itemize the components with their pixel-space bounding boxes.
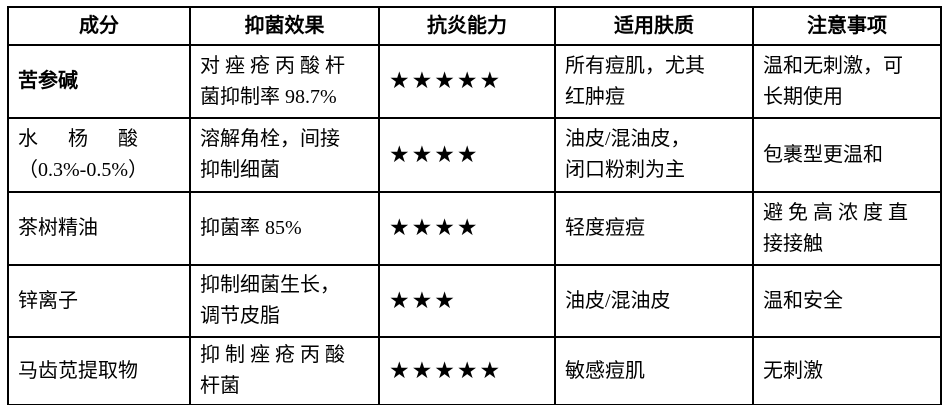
header-ingredient: 成分 bbox=[7, 6, 191, 46]
cell-rating-stars: ★★★ bbox=[378, 264, 556, 338]
cell-ingredient: 马齿苋提取物 bbox=[7, 336, 191, 405]
cell-skin-type: 油皮/混油皮 bbox=[554, 264, 754, 338]
cell-effect: 抑 制 痤 疮 丙 酸杆菌 bbox=[189, 336, 380, 405]
cell-notes: 避 免 高 浓 度 直接接触 bbox=[752, 191, 942, 266]
cell-effect: 抑制细菌生长， 调节皮脂 bbox=[189, 264, 380, 338]
header-skin-type: 适用肤质 bbox=[554, 6, 754, 46]
cell-rating-stars: ★★★★ bbox=[378, 191, 556, 266]
header-notes: 注意事项 bbox=[752, 6, 942, 46]
table-row-kushen-alkaloid: 苦参碱 对 痤 疮 丙 酸 杆菌抑制率 98.7% ★★★★★ 所有痘肌，尤其红… bbox=[7, 44, 942, 119]
cell-skin-type: 所有痘肌，尤其 红肿痘 bbox=[554, 44, 754, 119]
cell-skin-type: 油皮/混油皮， 闭口粉刺为主 bbox=[554, 117, 754, 193]
cell-ingredient: 苦参碱 bbox=[7, 44, 191, 119]
cell-ingredient: 茶树精油 bbox=[7, 191, 191, 266]
header-antibacterial-effect: 抑菌效果 bbox=[189, 6, 380, 46]
cell-effect: 抑菌率 85% bbox=[189, 191, 380, 266]
cell-skin-type: 敏感痘肌 bbox=[554, 336, 754, 405]
header-row: 成分 抑菌效果 抗炎能力 适用肤质 注意事项 bbox=[7, 6, 942, 46]
cell-notes: 温和无刺激，可 长期使用 bbox=[752, 44, 942, 119]
cell-ingredient: 锌离子 bbox=[7, 264, 191, 338]
cell-notes: 无刺激 bbox=[752, 336, 942, 405]
cell-effect: 溶解角栓，间接 抑制细菌 bbox=[189, 117, 380, 193]
cell-rating-stars: ★★★★ bbox=[378, 117, 556, 193]
cell-notes: 包裹型更温和 bbox=[752, 117, 942, 193]
table-row-zinc-ion: 锌离子 抑制细菌生长， 调节皮脂 ★★★ 油皮/混油皮 温和安全 bbox=[7, 264, 942, 338]
cell-skin-type: 轻度痘痘 bbox=[554, 191, 754, 266]
cell-rating-stars: ★★★★★ bbox=[378, 44, 556, 119]
ingredients-comparison-table: 成分 抑菌效果 抗炎能力 适用肤质 注意事项 苦参碱 对 痤 疮 丙 酸 杆菌抑… bbox=[7, 6, 942, 405]
table-row-purslane-extract: 马齿苋提取物 抑 制 痤 疮 丙 酸杆菌 ★★★★★ 敏感痘肌 无刺激 bbox=[7, 336, 942, 405]
cell-ingredient: 水 杨 酸（0.3%-0.5%） bbox=[7, 117, 191, 193]
table-row-tea-tree-oil: 茶树精油 抑菌率 85% ★★★★ 轻度痘痘 避 免 高 浓 度 直接接触 bbox=[7, 191, 942, 266]
cell-rating-stars: ★★★★★ bbox=[378, 336, 556, 405]
cell-notes: 温和安全 bbox=[752, 264, 942, 338]
cell-effect: 对 痤 疮 丙 酸 杆菌抑制率 98.7% bbox=[189, 44, 380, 119]
table-row-salicylic-acid: 水 杨 酸（0.3%-0.5%） 溶解角栓，间接 抑制细菌 ★★★★ 油皮/混油皮… bbox=[7, 117, 942, 193]
header-anti-inflammatory: 抗炎能力 bbox=[378, 6, 556, 46]
